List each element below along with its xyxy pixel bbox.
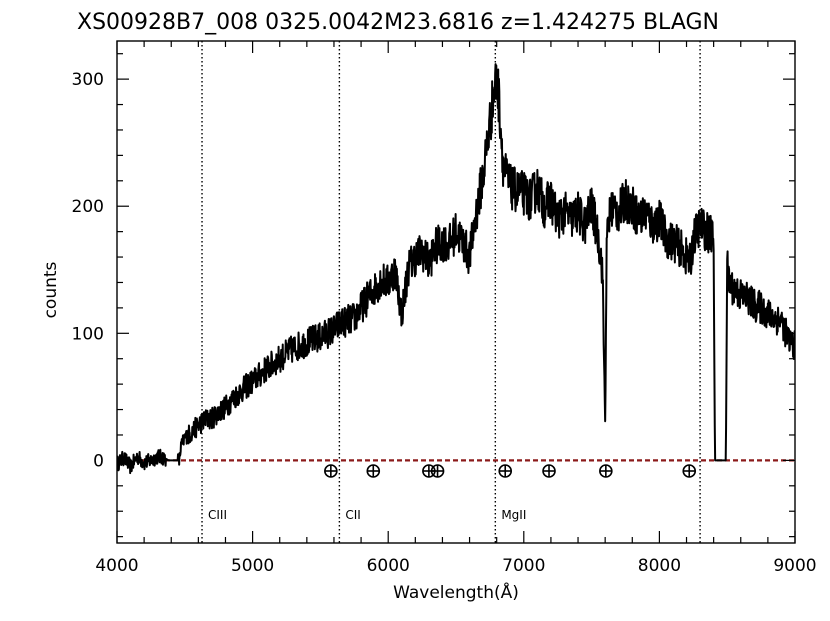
sky-line-marker (366, 464, 381, 478)
plot-frame (116, 40, 796, 544)
sky-line-marker (542, 464, 556, 478)
y-tick-label: 0 (93, 451, 104, 471)
y-tick-label: 100 (72, 324, 104, 344)
x-tick-label: 8000 (638, 556, 681, 576)
x-tick-label: 6000 (367, 556, 410, 576)
plot-area: CIII CII MgII (116, 40, 796, 544)
y-axis-label: counts (41, 261, 61, 318)
x-axis: 4000 5000 6000 7000 8000 9000 (95, 41, 817, 576)
sky-line-marker (682, 464, 697, 478)
emission-line-label: CII (345, 508, 360, 522)
x-tick-label: 7000 (502, 556, 545, 576)
chart-title: XS00928B7_008 0325.0042M23.6816 z=1.4242… (77, 10, 719, 35)
emission-line-label: MgII (501, 508, 526, 522)
emission-line-label: CIII (208, 508, 227, 522)
y-axis: 0 100 200 300 (72, 53, 795, 538)
x-tick-label: 9000 (773, 556, 816, 576)
sky-line-marker (498, 464, 513, 478)
x-tick-label: 4000 (95, 556, 138, 576)
spectrum-line (117, 63, 795, 475)
sky-line-marker (324, 464, 338, 478)
sky-line-marker (599, 464, 613, 478)
y-tick-label: 300 (72, 70, 104, 90)
sky-line-marker (430, 464, 445, 478)
y-tick-label: 200 (72, 197, 104, 217)
x-tick-label: 5000 (231, 556, 274, 576)
x-axis-label: Wavelength(Å) (393, 581, 519, 603)
